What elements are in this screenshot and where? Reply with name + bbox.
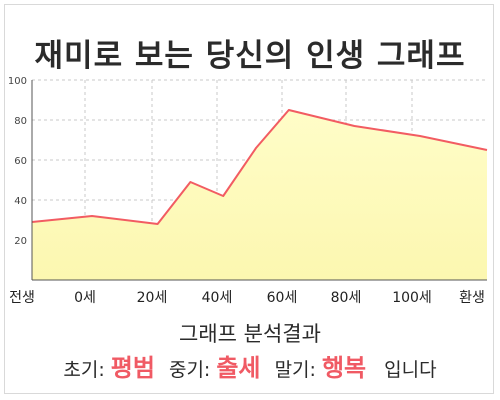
x-tick-label: 60세 (267, 290, 298, 306)
x-tick-label: 전생 (9, 290, 35, 306)
analysis-heading: 그래프 분석결과 (179, 322, 321, 346)
result-suffix: 입니다 (384, 359, 437, 381)
x-tick-label: 0세 (74, 290, 96, 306)
x-tick-label: 40세 (202, 290, 233, 306)
y-tick-label: 80 (14, 116, 27, 127)
x-tick-label: 환생 (459, 290, 485, 306)
y-tick-label: 20 (14, 236, 27, 247)
chart-title: 재미로 보는 당신의 인생 그래프 (34, 38, 466, 74)
early-value: 평범 (110, 354, 155, 382)
y-tick-label: 60 (14, 156, 27, 167)
life-line (31, 109, 488, 225)
x-tick-label: 20세 (137, 290, 168, 306)
early-label: 초기: (63, 359, 105, 381)
middle-value: 출세 (216, 354, 261, 382)
y-tick-label: 100 (8, 76, 27, 87)
analysis-result: 초기: 평범 중기: 출세 말기: 행복 입니다 (0, 348, 500, 383)
y-tick-label: 40 (14, 196, 27, 207)
chart-frame (4, 4, 494, 394)
middle-label: 중기: (168, 359, 211, 381)
x-tick-label: 80세 (331, 290, 362, 306)
late-label: 말기: (274, 359, 316, 381)
late-value: 행복 (321, 354, 367, 382)
x-tick-label: 100세 (392, 290, 432, 306)
life-area (32, 110, 487, 280)
